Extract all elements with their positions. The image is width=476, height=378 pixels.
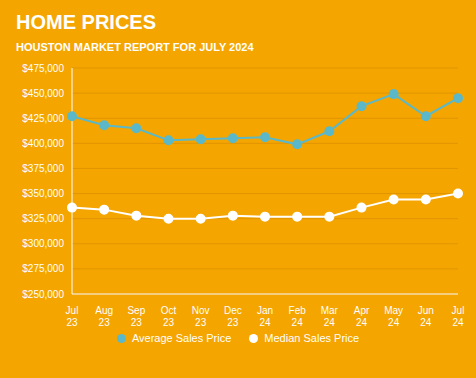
- svg-text:$425,000: $425,000: [22, 113, 64, 124]
- svg-text:Mar24: Mar24: [321, 305, 339, 328]
- html-text:Average Sales Price: Average Sales Price: [131, 332, 232, 344]
- svg-text:Sep23: Sep23: [127, 305, 145, 328]
- svg-text:$350,000: $350,000: [22, 188, 64, 199]
- svg-text:Aug23: Aug23: [95, 305, 113, 328]
- svg-text:$475,000: $475,000: [22, 63, 64, 74]
- html-text:Median Sales Price: Median Sales Price: [264, 332, 360, 344]
- svg-text:Jul23: Jul23: [66, 305, 79, 328]
- svg-text:$250,000: $250,000: [22, 289, 64, 300]
- svg-text:$400,000: $400,000: [22, 138, 64, 149]
- svg-text:Jan24: Jan24: [257, 305, 273, 328]
- svg-text:Feb24: Feb24: [289, 305, 307, 328]
- svg-text:Dec23: Dec23: [224, 305, 242, 328]
- svg-text:$375,000: $375,000: [22, 163, 64, 174]
- svg-text:Nov23: Nov23: [192, 305, 210, 328]
- svg-text:Jun24: Jun24: [418, 305, 434, 328]
- svg-text:Jul24: Jul24: [452, 305, 465, 328]
- html-text:HOME PRICES: HOME PRICES: [16, 11, 156, 33]
- svg-text:Oct23: Oct23: [161, 305, 177, 328]
- svg-text:$300,000: $300,000: [22, 238, 64, 249]
- svg-text:Apr24: Apr24: [354, 305, 370, 328]
- html-text:HOUSTON MARKET REPORT FOR JULY: HOUSTON MARKET REPORT FOR JULY 2024: [16, 41, 254, 53]
- svg-text:$325,000: $325,000: [22, 213, 64, 224]
- svg-text:$450,000: $450,000: [22, 88, 64, 99]
- svg-text:May24: May24: [384, 305, 403, 328]
- svg-text:$275,000: $275,000: [22, 263, 64, 274]
